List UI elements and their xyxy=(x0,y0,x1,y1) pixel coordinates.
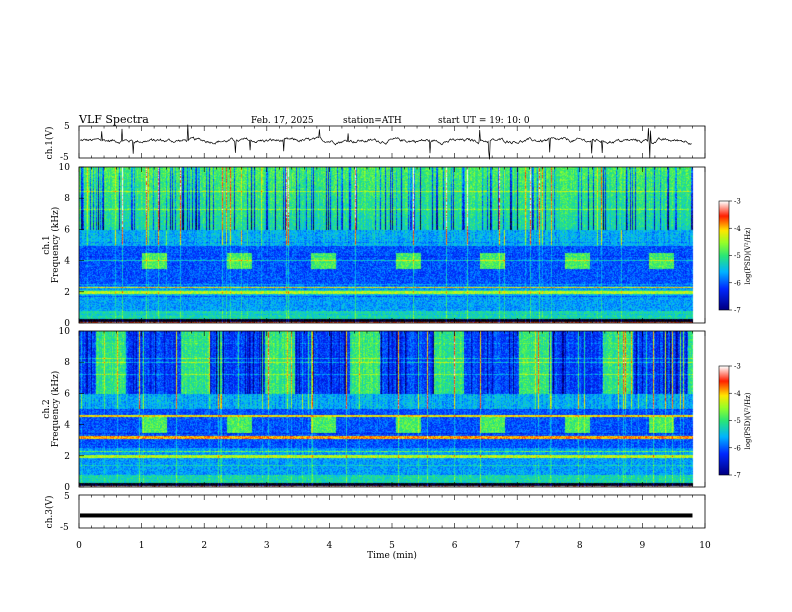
spectrogram-ch1-ylabel-channel: ch.1 xyxy=(42,235,52,254)
spectrogram-ch1-ytick-label: 4 xyxy=(64,257,70,267)
spectrogram-panel-ch1: 0 2 4 6 8 10 ch.1 Frequency (kHz) xyxy=(42,163,706,329)
waveform-ch3-ylabel: ch.3(V) xyxy=(44,496,55,529)
spectrogram-ch2-ytick-label: 0 xyxy=(64,483,70,493)
waveform-ch1-ytick-bottom: -5 xyxy=(60,153,69,163)
colorbar-ch2-tick-label: -4 xyxy=(734,390,741,398)
colorbar-ch1-tick-label: -3 xyxy=(734,198,741,206)
x-tick-label: 2 xyxy=(201,541,207,551)
spectrogram-ch2-ytick-label: 8 xyxy=(64,358,70,368)
colorbar-ch2-tick-label: -5 xyxy=(734,417,741,425)
spectrogram-ch1-ylabel-frequency: Frequency (kHz) xyxy=(50,207,61,284)
colorbar-ch1-label: log(PSD)(V²/Hz) xyxy=(744,227,752,284)
colorbar-ch2-tick-label: -7 xyxy=(734,472,741,480)
colorbar-ch1-tick-label: -6 xyxy=(734,279,741,287)
spectrogram-ch2-ylabel-frequency: Frequency (kHz) xyxy=(50,371,61,448)
x-axis-label: Time (min) xyxy=(367,550,417,561)
date-label: Feb. 17, 2025 xyxy=(251,116,314,126)
colorbar-ch2-ticks: -3 -4 -5 -6 -7 xyxy=(729,363,741,480)
x-tick-label: 3 xyxy=(264,541,270,551)
x-tick-label: 1 xyxy=(139,541,145,551)
waveform-ch3-ytick-top: 5 xyxy=(64,492,70,502)
x-axis-tick-labels: 0 1 2 3 4 5 6 7 8 9 10 xyxy=(76,541,711,551)
spectrogram-ch1-ytick-label: 6 xyxy=(64,225,70,235)
x-tick-label: 10 xyxy=(699,541,711,551)
spectrogram-ch1-ticks xyxy=(78,167,706,323)
colorbar-ch1-tick-label: -4 xyxy=(734,225,741,233)
x-tick-label: 5 xyxy=(389,541,395,551)
colorbar-ch1: -3 -4 -5 -6 -7 log(PSD)(V²/Hz) xyxy=(718,198,752,315)
colorbar-ch2-label: log(PSD)(V²/Hz) xyxy=(744,392,752,449)
spectrogram-ch2-ytick-label: 10 xyxy=(59,327,71,337)
spectrogram-ch2-image xyxy=(79,331,705,487)
spectrogram-ch2-ytick-labels: 0 2 4 6 8 10 xyxy=(59,327,84,493)
x-tick-label: 7 xyxy=(514,541,520,551)
colorbar-ch1-gradient xyxy=(719,201,729,310)
spectrogram-ch2-ylabel-channel: ch.2 xyxy=(42,399,52,418)
start-time-label: start UT = 19: 10: 0 xyxy=(438,116,530,126)
colorbar-ch2-gradient xyxy=(719,366,729,475)
x-tick-label: 9 xyxy=(640,541,646,551)
waveform-panel-ch1: 5 -5 ch.1(V) xyxy=(44,122,706,163)
figure-title: VLF Spectra xyxy=(78,113,149,126)
spectrogram-ch2-ticks xyxy=(78,331,706,487)
spectrogram-panel-ch2: 0 2 4 6 8 10 ch.2 Frequency (kHz) xyxy=(42,327,706,493)
colorbar-ch1-tick-label: -5 xyxy=(734,252,741,260)
spectrogram-ch2-ytick-label: 6 xyxy=(64,389,70,399)
spectrogram-ch1-image xyxy=(79,167,705,323)
colorbar-ch1-ticks: -3 -4 -5 -6 -7 xyxy=(729,198,741,315)
x-tick-label: 0 xyxy=(76,541,82,551)
station-label: station=ATH xyxy=(343,116,402,126)
x-tick-label: 8 xyxy=(577,541,583,551)
colorbar-ch1-tick-label: -7 xyxy=(734,307,741,315)
colorbar-ch2-tick-label: -6 xyxy=(734,444,741,452)
waveform-ch3-ytick-bottom: -5 xyxy=(60,523,69,533)
waveform-ch1-ylabel: ch.1(V) xyxy=(44,127,55,160)
spectrogram-ch2-ytick-label: 2 xyxy=(64,452,70,462)
waveform-ch3-line xyxy=(80,513,693,518)
waveform-ch1-ytick-top: 5 xyxy=(64,122,70,132)
waveform-ch3-ticks xyxy=(78,495,706,528)
spectrogram-ch1-ytick-label: 2 xyxy=(64,288,70,298)
spectrogram-ch1-ytick-label: 10 xyxy=(59,163,71,173)
waveform-ch1-line xyxy=(79,124,692,160)
waveform-ch1-ticks xyxy=(78,126,706,158)
waveform-panel-ch3: 5 -5 ch.3(V) xyxy=(44,492,706,533)
spectrogram-ch1-ytick-label: 0 xyxy=(64,319,70,329)
spectrogram-ch1-ytick-label: 8 xyxy=(64,194,70,204)
colorbar-ch2-tick-label: -3 xyxy=(734,363,741,371)
spectrogram-ch2-ytick-label: 4 xyxy=(64,421,70,431)
colorbar-ch2: -3 -4 -5 -6 -7 log(PSD)(V²/Hz) xyxy=(718,363,752,480)
x-tick-label: 6 xyxy=(452,541,458,551)
spectrogram-ch1-ytick-labels: 0 2 4 6 8 10 xyxy=(59,163,84,329)
x-tick-label: 4 xyxy=(327,541,333,551)
